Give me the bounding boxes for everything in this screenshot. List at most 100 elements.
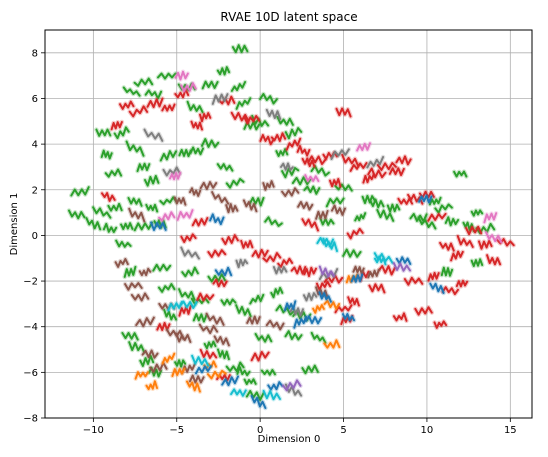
series-brown	[113, 178, 382, 385]
data-point	[444, 216, 460, 227]
data-point	[165, 328, 185, 340]
data-point	[107, 202, 123, 212]
data-point	[303, 266, 317, 278]
data-point	[392, 262, 411, 272]
data-point	[301, 364, 319, 375]
data-point	[198, 323, 219, 335]
data-point	[68, 209, 86, 220]
data-point	[199, 348, 218, 359]
data-point	[284, 383, 303, 397]
data-point	[250, 395, 267, 409]
data-point	[301, 157, 316, 168]
data-point	[362, 173, 375, 184]
data-point	[433, 320, 448, 329]
data-point	[251, 248, 269, 259]
data-point	[102, 222, 118, 233]
data-point	[100, 149, 113, 160]
data-point	[470, 258, 484, 267]
data-point	[429, 282, 445, 294]
data-point	[265, 319, 285, 331]
data-point	[125, 140, 145, 157]
data-point	[145, 380, 158, 391]
data-point	[303, 292, 318, 302]
series-cyan	[166, 235, 395, 402]
data-point	[366, 156, 385, 169]
data-point	[293, 315, 307, 329]
data-point	[128, 105, 149, 118]
data-point	[191, 217, 209, 227]
data-point	[245, 390, 265, 401]
data-point	[246, 315, 261, 325]
data-point	[161, 352, 176, 365]
data-point	[316, 280, 332, 291]
data-point	[130, 292, 150, 302]
x-tick-label: 15	[504, 425, 517, 436]
data-point	[230, 388, 247, 397]
data-point	[144, 175, 160, 187]
data-point	[456, 235, 474, 248]
x-tick-label: 10	[421, 425, 434, 436]
data-point	[159, 196, 178, 206]
y-tick-label: −6	[23, 368, 38, 379]
data-point	[95, 128, 112, 137]
data-point	[304, 174, 320, 182]
x-tick-label: 0	[257, 425, 263, 436]
data-point	[214, 266, 233, 277]
data-point	[251, 114, 270, 127]
data-point	[134, 371, 149, 380]
data-point	[428, 196, 442, 206]
data-point	[307, 155, 327, 165]
axes-frame	[44, 29, 533, 419]
data-point	[192, 313, 208, 323]
data-point	[70, 186, 90, 197]
data-point	[361, 194, 376, 204]
data-point	[367, 269, 380, 279]
data-point	[260, 369, 276, 376]
data-point	[199, 112, 212, 123]
data-point	[180, 246, 200, 260]
data-point	[145, 203, 159, 213]
data-point	[85, 217, 102, 231]
data-point	[284, 330, 303, 341]
data-point	[282, 379, 302, 392]
data-point	[272, 266, 288, 275]
data-point	[486, 254, 502, 266]
data-point	[341, 153, 360, 167]
data-point	[334, 183, 353, 192]
data-point	[373, 252, 394, 264]
data-point	[397, 197, 414, 205]
data-point	[367, 167, 387, 179]
data-point	[368, 283, 386, 294]
data-point	[127, 197, 143, 207]
chart-title: RVAE 10D latent space	[220, 10, 357, 24]
data-point	[152, 263, 172, 272]
data-point	[470, 209, 484, 217]
data-point	[354, 212, 367, 222]
data-point	[259, 134, 275, 146]
data-point	[315, 210, 329, 220]
data-point	[250, 351, 270, 362]
data-point	[240, 239, 254, 249]
data-point	[334, 304, 353, 314]
data-point	[440, 266, 454, 277]
data-point	[146, 97, 164, 109]
data-point	[133, 221, 153, 232]
data-point	[186, 380, 201, 393]
data-point	[427, 271, 440, 282]
data-point	[369, 198, 385, 209]
data-point	[175, 332, 192, 343]
data-point	[267, 381, 284, 391]
data-point	[329, 178, 342, 188]
data-point	[225, 203, 239, 214]
data-point	[236, 366, 251, 377]
x-tick-label: −10	[83, 425, 104, 436]
data-point	[483, 212, 498, 224]
data-point	[186, 100, 204, 114]
data-point	[417, 216, 437, 230]
data-point	[174, 70, 189, 81]
data-point	[434, 203, 453, 214]
data-point	[478, 239, 493, 250]
data-point	[123, 265, 137, 278]
